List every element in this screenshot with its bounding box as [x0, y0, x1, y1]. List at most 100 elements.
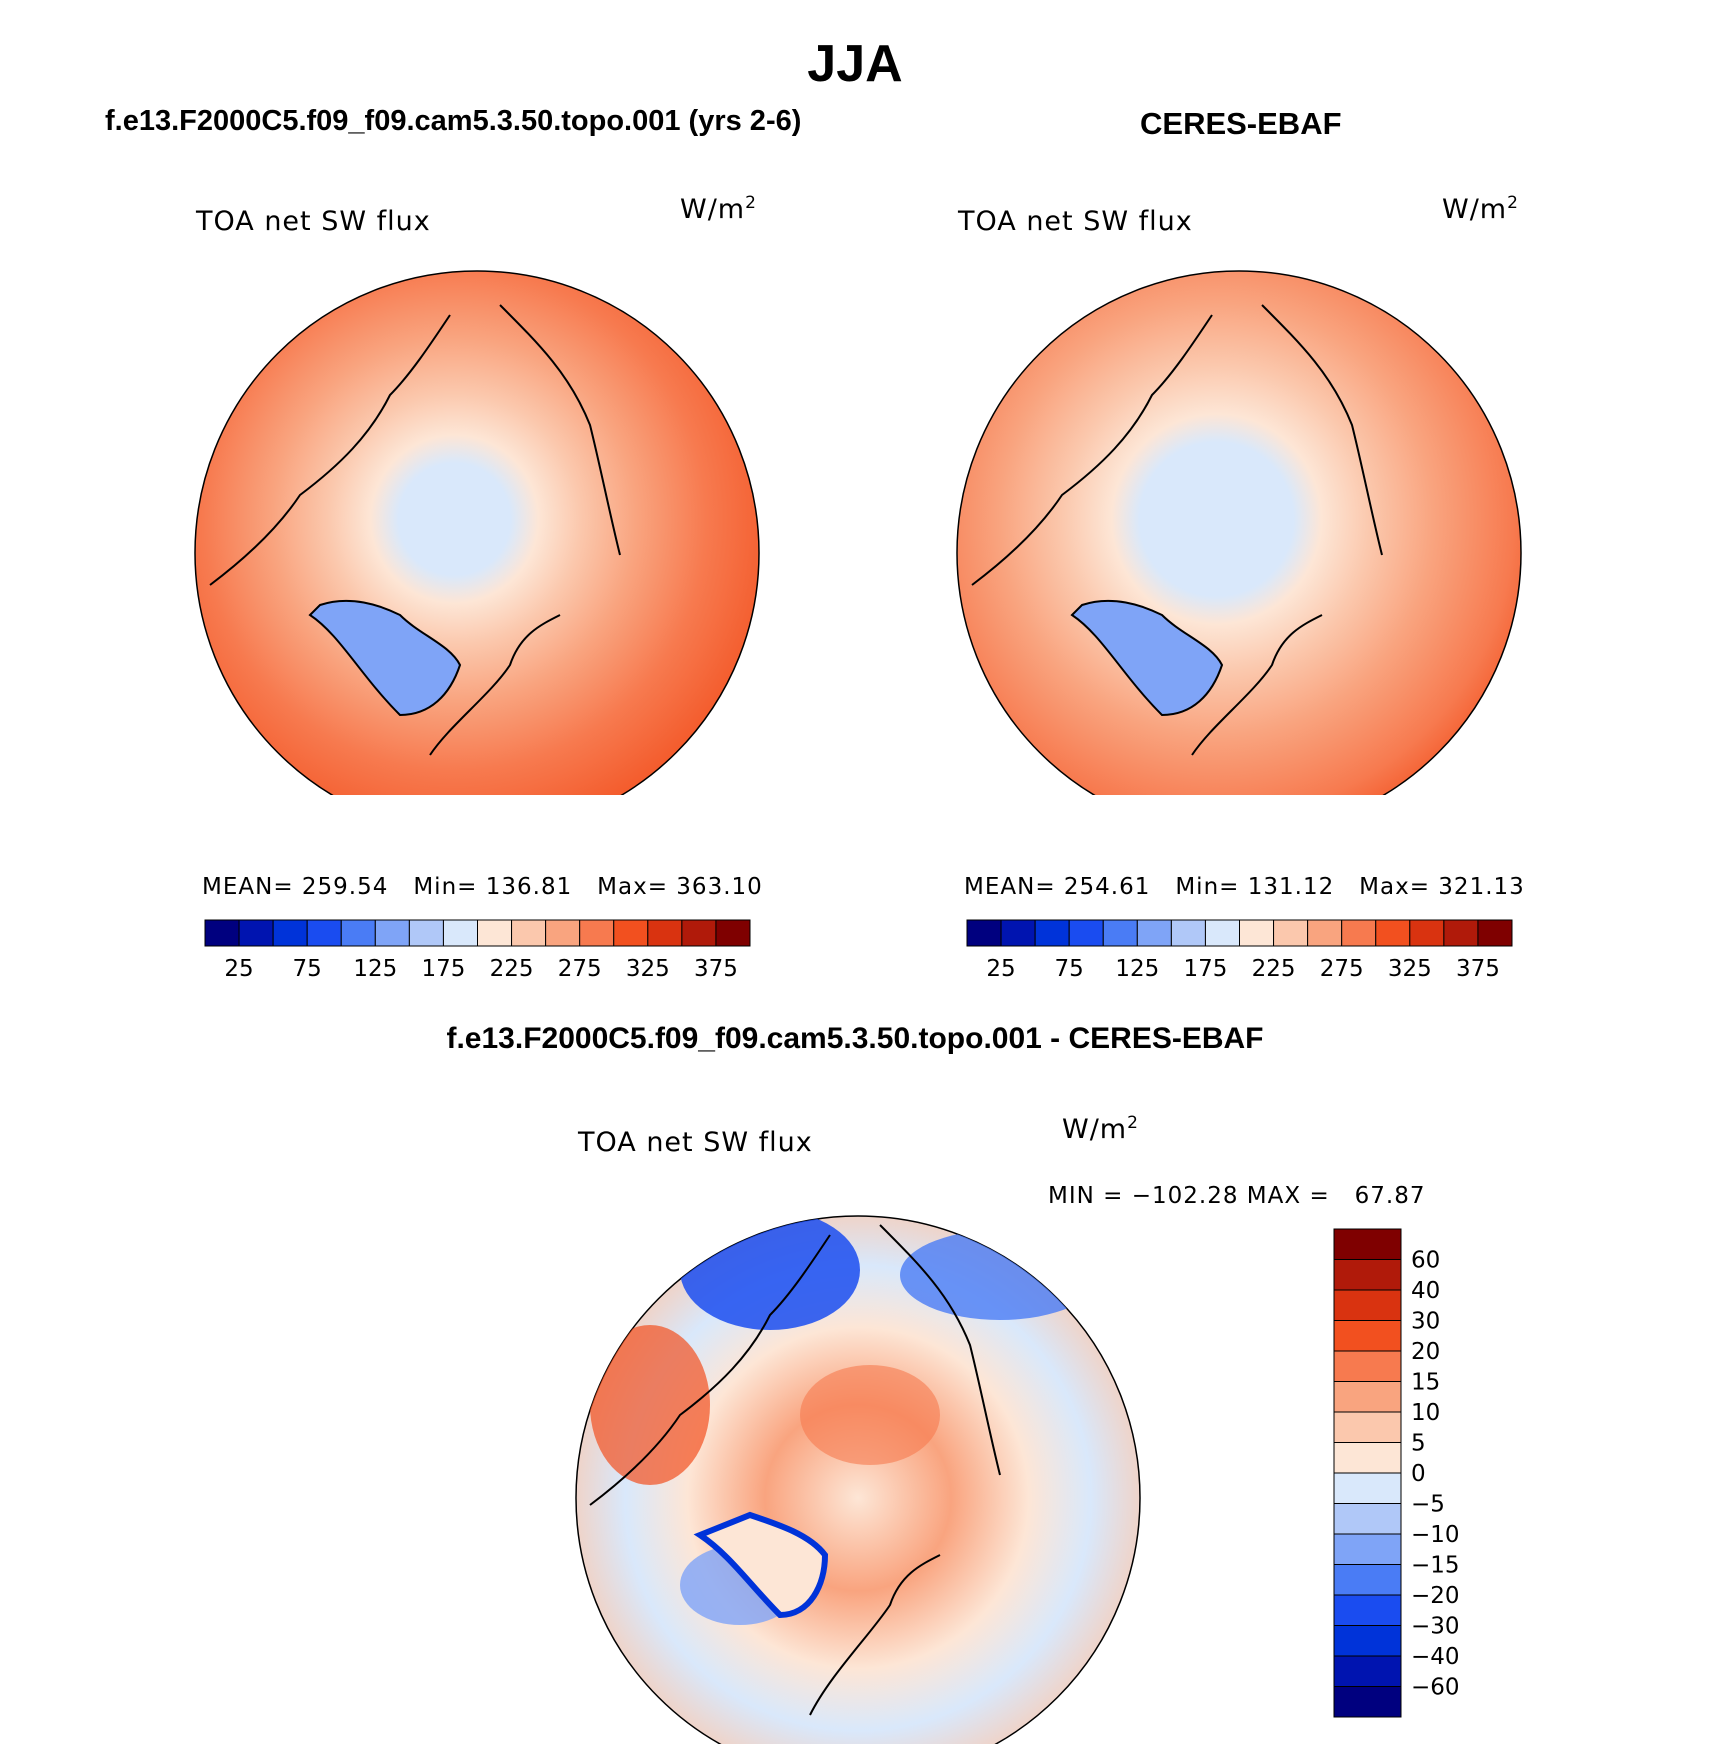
diff-colorbar-box: [1333, 1259, 1402, 1291]
model-variable-label: TOA net SW flux: [196, 206, 431, 237]
diff-colorbar-tick-label: 30: [1411, 1309, 1440, 1335]
colorbar-tick-label: 25: [224, 956, 253, 980]
obs-greenland: [1070, 599, 1224, 717]
model-map-disk: [194, 270, 760, 795]
colorbar-box: [1000, 919, 1036, 947]
diff-colorbar-tick-label: 10: [1411, 1400, 1440, 1426]
diff-units-label: W/m2: [1062, 1113, 1139, 1145]
model-stats: MEAN= 259.54 Min= 136.81 Max= 363.10: [202, 874, 763, 900]
diff-colorbar-tick-label: 20: [1411, 1339, 1440, 1365]
obs-coastline-europe: [1191, 614, 1323, 756]
diff-variable-label: TOA net SW flux: [578, 1127, 813, 1158]
model-units-label: W/m2: [680, 193, 757, 225]
diff-colorbar-tick-label: −40: [1411, 1644, 1460, 1670]
colorbar-box: [647, 919, 683, 947]
diff-colorbar-box: [1333, 1411, 1402, 1443]
obs-colorbar: 25 75 125 175 225 275 325 375: [966, 919, 1513, 980]
colorbar-tick-label: 375: [1456, 956, 1500, 980]
colorbar-box: [204, 919, 240, 947]
obs-map-disk: [956, 270, 1522, 795]
diff-colorbar-tick-label: 60: [1411, 1248, 1440, 1274]
model-coastline-siberia: [499, 304, 621, 556]
colorbar-box: [1409, 919, 1445, 947]
diff-positive-region-center: [800, 1365, 940, 1465]
diff-colorbar-box: [1333, 1655, 1402, 1687]
diff-colorbar-box: [1333, 1625, 1402, 1657]
diff-coastline-siberia: [879, 1224, 1001, 1476]
diff-colorbar-box: [1333, 1533, 1402, 1565]
colorbar-box: [306, 919, 342, 947]
colorbar-box: [1239, 919, 1275, 947]
colorbar-tick-label: 75: [1055, 956, 1084, 980]
diff-colorbar-tick-label: 0: [1411, 1461, 1426, 1487]
diff-colorbar-tick-label: 15: [1411, 1370, 1440, 1396]
model-polar-map: [194, 270, 760, 795]
diff-colorbar-tick-label: −10: [1411, 1522, 1460, 1548]
colorbar-tick-label: 325: [626, 956, 670, 980]
colorbar-box: [511, 919, 547, 947]
colorbar-box: [1341, 919, 1377, 947]
colorbar-box: [613, 919, 649, 947]
diff-colorbar-box: [1333, 1350, 1402, 1382]
diff-colorbar-box: [1333, 1442, 1402, 1474]
diff-coastline-europe: [809, 1554, 941, 1716]
diff-colorbar-tick-label: −5: [1411, 1492, 1445, 1518]
colorbar-box: [1375, 919, 1411, 947]
colorbar-tick-label: 175: [1183, 956, 1227, 980]
diff-colorbar-box: [1333, 1594, 1402, 1626]
colorbar-box: [477, 919, 513, 947]
diff-colorbar-box: [1333, 1381, 1402, 1413]
colorbar-tick-label: 75: [293, 956, 322, 980]
colorbar-box: [545, 919, 581, 947]
colorbar-box: [681, 919, 717, 947]
colorbar-box: [715, 919, 751, 947]
colorbar-box: [1170, 919, 1206, 947]
colorbar-box: [408, 919, 444, 947]
colorbar-box: [340, 919, 376, 947]
colorbar-tick-label: 125: [1115, 956, 1159, 980]
diff-negative-region-north: [680, 1216, 860, 1330]
diff-positive-region-west: [590, 1325, 710, 1485]
diff-greenland: [693, 1511, 829, 1619]
colorbar-tick-label: 125: [353, 956, 397, 980]
diff-polar-map: [575, 1215, 1141, 1744]
diff-colorbar-box: [1333, 1503, 1402, 1535]
diff-negative-region-ne: [900, 1230, 1100, 1320]
colorbar-box: [1477, 919, 1513, 947]
obs-stats: MEAN= 254.61 Min= 131.12 Max= 321.13: [964, 874, 1525, 900]
colorbar-box: [238, 919, 274, 947]
colorbar-tick-label: 275: [558, 956, 602, 980]
obs-units-label: W/m2: [1442, 193, 1519, 225]
colorbar-box: [442, 919, 478, 947]
colorbar-tick-label: 275: [1320, 956, 1364, 980]
colorbar-box: [966, 919, 1002, 947]
diff-colorbar: 60 40 30 20 15 10 5 0 −5 −10 −15 −20 −30 −40 −60: [1333, 1228, 1460, 1718]
model-colorbar: 25 75 125 175 225 275 325 375: [204, 919, 751, 980]
diff-colorbar-box: [1333, 1320, 1402, 1352]
colorbar-tick-label: 225: [490, 956, 534, 980]
obs-coastline-siberia: [1261, 304, 1383, 556]
diff-colorbar-box: [1333, 1228, 1402, 1260]
colorbar-box: [374, 919, 410, 947]
colorbar-box: [1307, 919, 1343, 947]
colorbar-box: [272, 919, 308, 947]
diff-colorbar-tick-label: −15: [1411, 1553, 1460, 1579]
main-title: JJA: [807, 35, 903, 93]
obs-coastline-americas: [971, 314, 1213, 586]
obs-panel: TOA net SW flux W/m2 MEAN= 254.61 Min= 1…: [952, 193, 1552, 985]
diff-colorbar-box: [1333, 1472, 1402, 1504]
diff-colorbar-tick-label: 40: [1411, 1278, 1440, 1304]
diff-panel-title: f.e13.F2000C5.f09_f09.cam5.3.50.topo.001…: [446, 1022, 1264, 1055]
colorbar-tick-label: 175: [421, 956, 465, 980]
colorbar-box: [1102, 919, 1138, 947]
colorbar-tick-label: 325: [1388, 956, 1432, 980]
diff-colorbar-box: [1333, 1564, 1402, 1596]
diff-colorbar-tick-label: −60: [1411, 1675, 1460, 1701]
diff-colorbar-tick-label: −20: [1411, 1583, 1460, 1609]
diff-colorbar-box: [1333, 1289, 1402, 1321]
colorbar-box: [1068, 919, 1104, 947]
obs-variable-label: TOA net SW flux: [958, 206, 1193, 237]
obs-panel-title: CERES-EBAF: [1140, 106, 1342, 141]
diff-panel: TOA net SW flux W/m2: [570, 1113, 1580, 1744]
colorbar-box: [1136, 919, 1172, 947]
